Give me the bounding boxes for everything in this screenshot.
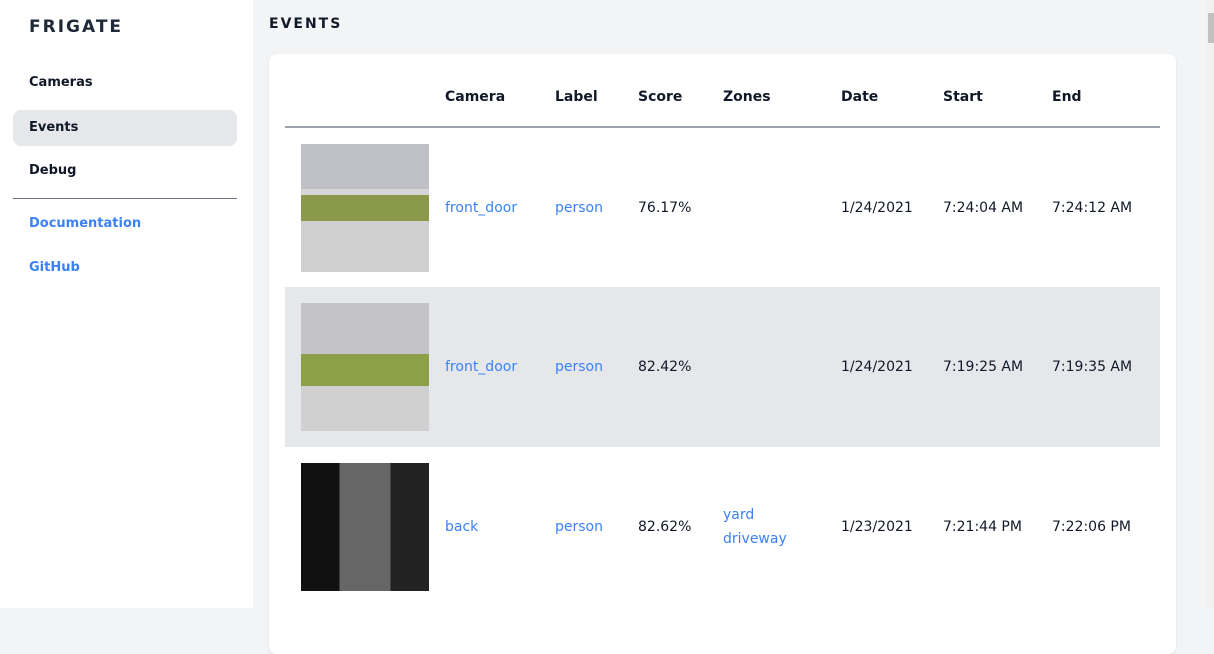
brand-logo: FRIGATE bbox=[29, 17, 124, 37]
github-link[interactable]: GitHub bbox=[29, 260, 80, 275]
date: 1/24/2021 bbox=[841, 199, 913, 216]
header-thumbnail bbox=[285, 54, 445, 128]
start-time: 7:21:44 PM bbox=[943, 519, 1022, 535]
score: 82.42% bbox=[638, 287, 723, 447]
table-row[interactable]: front_door person 82.42% 1/24/2021 7:19:… bbox=[285, 287, 1160, 447]
table-row[interactable]: front_door person 76.17% 1/24/2021 7:24:… bbox=[285, 127, 1160, 287]
date: 1/24/2021 bbox=[841, 287, 943, 447]
sidebar-item-cameras[interactable]: Cameras bbox=[29, 75, 93, 90]
zone-link[interactable]: yard bbox=[723, 507, 755, 523]
thumbnail-cell bbox=[285, 127, 445, 287]
start-time: 7:19:25 AM bbox=[943, 287, 1052, 447]
start-time: 7:24:04 AM bbox=[943, 199, 1024, 216]
zones-cell: yard driveway bbox=[723, 447, 841, 607]
camera-link[interactable]: back bbox=[445, 519, 479, 535]
end-time: 7:19:35 AM bbox=[1052, 287, 1160, 447]
label-link[interactable]: person bbox=[555, 199, 603, 216]
header-zones: Zones bbox=[723, 54, 841, 128]
documentation-link[interactable]: Documentation bbox=[29, 216, 142, 231]
scrollbar-thumb[interactable] bbox=[1208, 13, 1214, 43]
camera-link[interactable]: front_door bbox=[445, 199, 518, 216]
sidebar-divider bbox=[13, 198, 237, 199]
header-end: End bbox=[1052, 54, 1160, 128]
sidebar-item-events[interactable]: Events bbox=[13, 110, 237, 146]
header-score: Score bbox=[638, 54, 723, 128]
scrollbar[interactable] bbox=[1206, 0, 1214, 608]
header-label: Label bbox=[555, 54, 638, 128]
header-date: Date bbox=[841, 54, 943, 128]
label-link[interactable]: person bbox=[555, 519, 603, 535]
sidebar: FRIGATE Cameras Events Debug Documentati… bbox=[0, 0, 253, 608]
header-camera: Camera bbox=[445, 54, 555, 128]
page-title: EVENTS bbox=[269, 16, 343, 32]
label-link[interactable]: person bbox=[555, 359, 603, 375]
end-time: 7:22:06 PM bbox=[1052, 519, 1131, 535]
thumbnail-cell bbox=[285, 447, 445, 607]
events-card: Camera Label Score Zones Date Start End … bbox=[269, 54, 1176, 654]
header-start: Start bbox=[943, 54, 1052, 128]
zone-link[interactable]: driveway bbox=[723, 531, 787, 547]
event-thumbnail[interactable] bbox=[301, 303, 429, 431]
event-thumbnail[interactable] bbox=[301, 463, 429, 591]
events-table: Camera Label Score Zones Date Start End … bbox=[285, 54, 1160, 607]
zones-cell bbox=[723, 127, 841, 287]
sidebar-item-debug[interactable]: Debug bbox=[29, 163, 77, 178]
camera-link[interactable]: front_door bbox=[445, 359, 518, 375]
event-thumbnail[interactable] bbox=[301, 143, 429, 272]
thumbnail-cell bbox=[285, 287, 445, 447]
score: 82.62% bbox=[638, 519, 692, 535]
date: 1/23/2021 bbox=[841, 519, 913, 535]
end-time: 7:24:12 AM bbox=[1052, 199, 1133, 216]
score: 76.17% bbox=[638, 199, 692, 216]
zones-cell bbox=[723, 287, 841, 447]
table-row[interactable]: back person 82.62% yard driveway 1/23/202… bbox=[285, 447, 1160, 607]
